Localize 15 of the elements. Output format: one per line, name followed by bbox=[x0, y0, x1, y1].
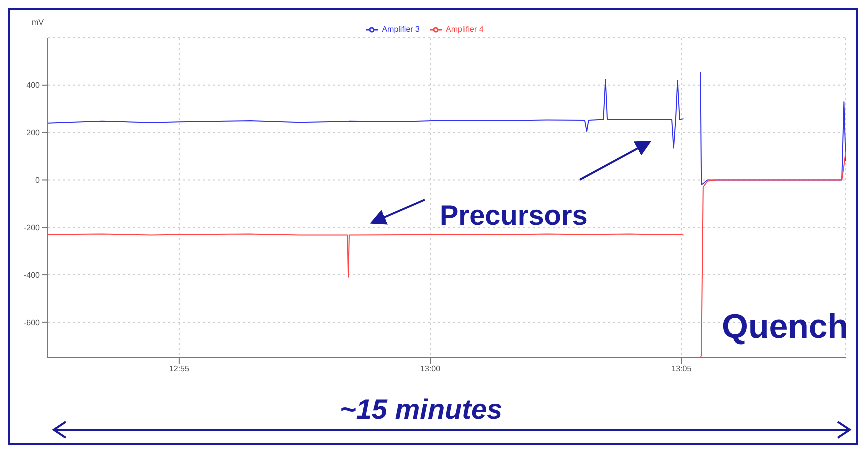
y-tick-label: 0 bbox=[36, 176, 41, 186]
y-tick-label: 400 bbox=[26, 81, 41, 90]
x-tick-label: 13:00 bbox=[420, 364, 442, 374]
text: ~15 minutes bbox=[340, 394, 503, 426]
x-tick-label: 13:05 bbox=[672, 364, 692, 374]
annotation: Precursors bbox=[440, 200, 588, 232]
legend-label: Amplifier 4 bbox=[446, 25, 484, 34]
y-tick-label: -600 bbox=[24, 318, 41, 328]
legend-label: Amplifier 3 bbox=[382, 25, 420, 34]
y-tick-label: 200 bbox=[26, 128, 41, 138]
y-tick-label: -400 bbox=[24, 270, 41, 280]
annotation: Quench bbox=[722, 308, 849, 347]
y-axis-title: mV bbox=[32, 18, 44, 27]
y-tick-label: -200 bbox=[24, 223, 41, 232]
x-tick-label: 12:55 bbox=[169, 364, 190, 374]
